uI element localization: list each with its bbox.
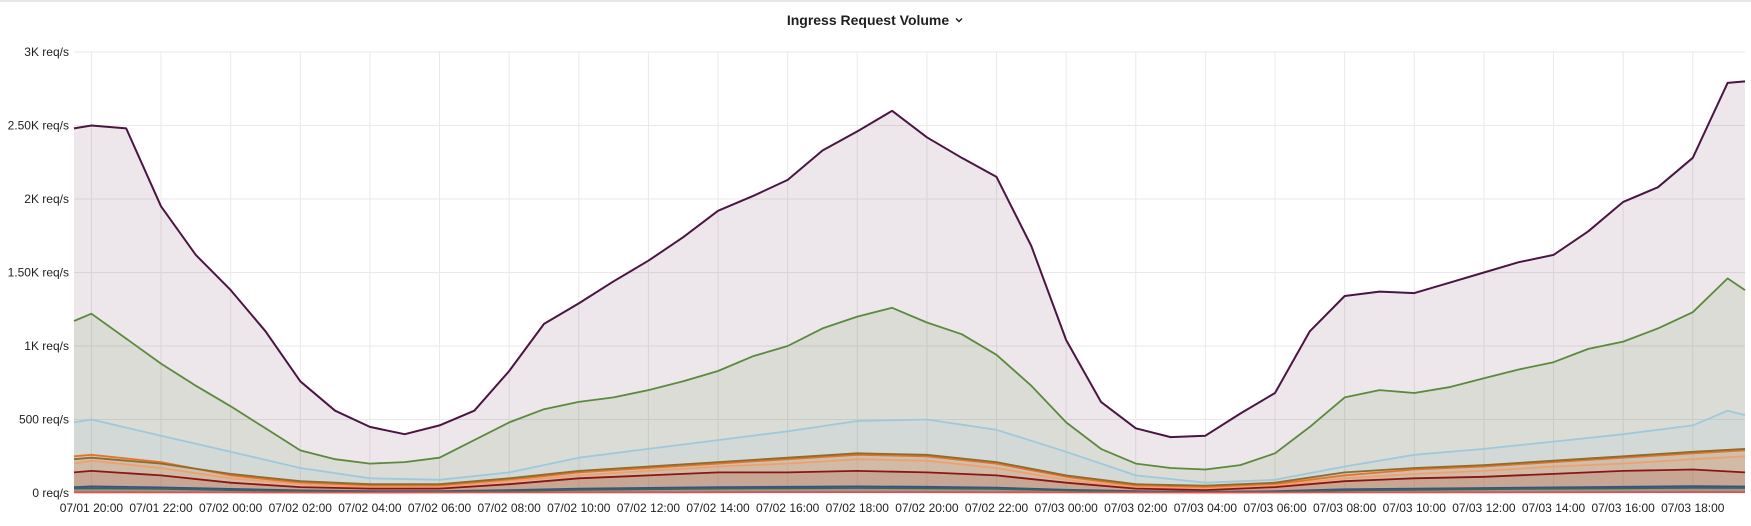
- x-tick-label: 07/02 12:00: [617, 501, 681, 515]
- x-tick-label: 07/02 10:00: [547, 501, 611, 515]
- series-10-line[interactable]: [74, 491, 1745, 494]
- x-axis-labels: 07/01 20:00 07/01 22:00 07/02 00:00 07/02 0…: [60, 501, 1725, 515]
- x-tick-label: 07/02 20:00: [895, 501, 959, 515]
- series-4-line[interactable]: [73, 449, 1746, 488]
- y-tick-label: 500 req/s: [19, 413, 69, 427]
- x-tick-label: 07/03 06:00: [1243, 501, 1307, 515]
- series-2-area: [74, 278, 1745, 493]
- chevron-down-icon[interactable]: [954, 15, 964, 25]
- series-2-line[interactable]: [73, 277, 1746, 471]
- x-tick-label: 07/02 22:00: [965, 501, 1029, 515]
- y-tick-label: 3K req/s: [24, 45, 69, 59]
- series-3-line[interactable]: [73, 409, 1746, 484]
- x-tick-label: 07/03 10:00: [1383, 501, 1447, 515]
- chart-lines: [73, 80, 1746, 494]
- series-3-area: [74, 410, 1745, 493]
- series-7-line[interactable]: [73, 468, 1746, 491]
- x-tick-label: 07/02 08:00: [477, 501, 541, 515]
- x-tick-label: 07/02 02:00: [269, 501, 333, 515]
- x-tick-label: 07/03 12:00: [1452, 501, 1516, 515]
- series-6-line[interactable]: [73, 455, 1746, 490]
- series-1-area: [74, 81, 1745, 494]
- series-1-line[interactable]: [73, 80, 1746, 439]
- x-tick-label: 07/02 14:00: [686, 501, 750, 515]
- x-tick-label: 07/03 08:00: [1313, 501, 1377, 515]
- x-tick-label: 07/03 02:00: [1104, 501, 1168, 515]
- panel-top-border: [0, 0, 1751, 2]
- y-tick-label: 0 req/s: [32, 486, 69, 500]
- x-tick-label: 07/03 04:00: [1174, 501, 1238, 515]
- y-tick-label: 2K req/s: [24, 192, 69, 206]
- x-tick-label: 07/01 20:00: [60, 501, 124, 515]
- series-9-line[interactable]: [73, 487, 1746, 493]
- x-tick-label: 07/02 06:00: [408, 501, 472, 515]
- x-tick-label: 07/02 00:00: [199, 501, 263, 515]
- x-tick-label: 07/02 04:00: [338, 501, 402, 515]
- x-tick-label: 07/02 18:00: [826, 501, 890, 515]
- x-tick-label: 07/03 00:00: [1034, 501, 1098, 515]
- x-tick-label: 07/01 22:00: [129, 501, 193, 515]
- x-tick-label: 07/02 16:00: [756, 501, 820, 515]
- y-tick-label: 2.50K req/s: [8, 119, 69, 133]
- y-tick-label: 1.50K req/s: [8, 266, 69, 280]
- series-6-area: [74, 456, 1745, 493]
- x-tick-label: 07/03 18:00: [1661, 501, 1725, 515]
- x-tick-label: 07/03 16:00: [1591, 501, 1655, 515]
- x-tick-label: 07/03 14:00: [1522, 501, 1586, 515]
- y-tick-label: 1K req/s: [24, 339, 69, 353]
- chart-areas: [74, 81, 1745, 494]
- panel-title[interactable]: Ingress Request Volume: [786, 12, 950, 28]
- y-axis-labels: 0 req/s 500 req/s 1K req/s 1.50K req/s 2K re…: [8, 45, 69, 500]
- panel-header[interactable]: Ingress Request Volume: [0, 8, 1751, 32]
- series-5-line[interactable]: [73, 448, 1746, 487]
- series-7-area: [74, 469, 1745, 493]
